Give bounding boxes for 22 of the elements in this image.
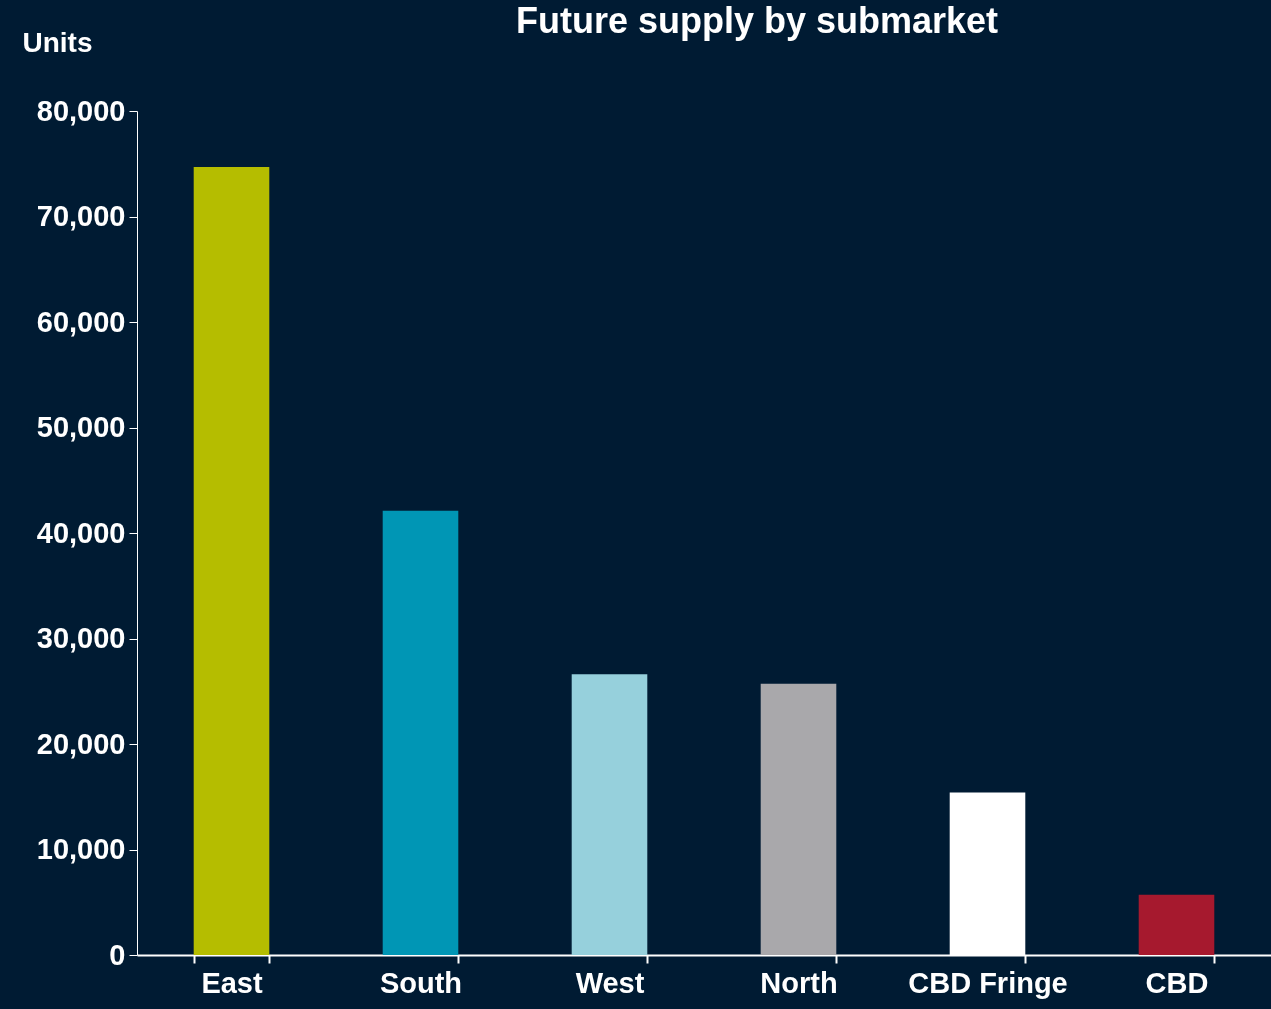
chart-title: Future supply by submarket	[515, 0, 999, 41]
x-tick-label: West	[575, 966, 645, 999]
y-tick-label: 70,000	[36, 200, 126, 232]
bar	[571, 674, 648, 955]
x-tick-label: North	[760, 966, 838, 999]
y-axis-title: Units	[22, 26, 93, 58]
y-tick-label: 60,000	[36, 305, 126, 338]
y-tick-label: 20,000	[36, 727, 126, 760]
bar	[193, 166, 270, 955]
x-tick-label: CBD Fringe	[908, 966, 1068, 999]
y-tick-label: 10,000	[36, 833, 126, 865]
bar	[382, 510, 459, 955]
bar	[1138, 894, 1215, 955]
x-tick-label: South	[379, 966, 463, 999]
x-tick-label: CBD	[1145, 966, 1209, 999]
y-tick-label: 30,000	[36, 622, 126, 654]
y-tick-label: 80,000	[36, 94, 126, 127]
x-tick-label: East	[201, 966, 263, 999]
y-tick-label: 50,000	[36, 411, 126, 443]
y-tick-label: 40,000	[36, 516, 126, 549]
bar	[760, 683, 837, 955]
y-tick-label: 0	[109, 938, 126, 971]
